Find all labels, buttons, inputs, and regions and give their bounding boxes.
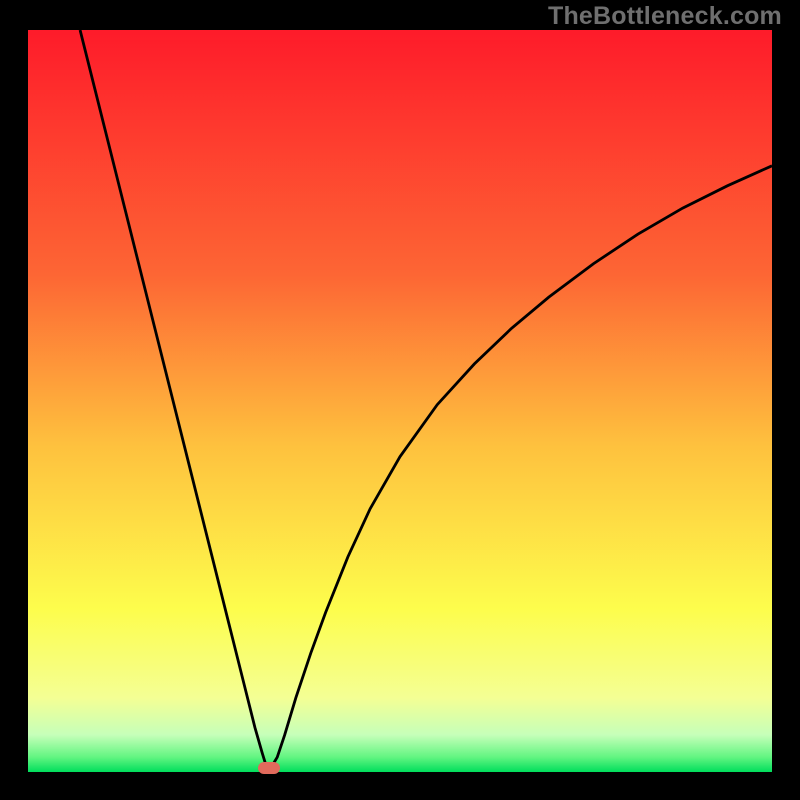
watermark-text: TheBottleneck.com: [548, 2, 782, 31]
chart-frame: TheBottleneck.com: [0, 0, 800, 800]
minimum-marker: [258, 762, 280, 774]
bottleneck-curve: [80, 30, 772, 768]
curve-svg: [28, 30, 772, 772]
plot-area: [28, 30, 772, 772]
